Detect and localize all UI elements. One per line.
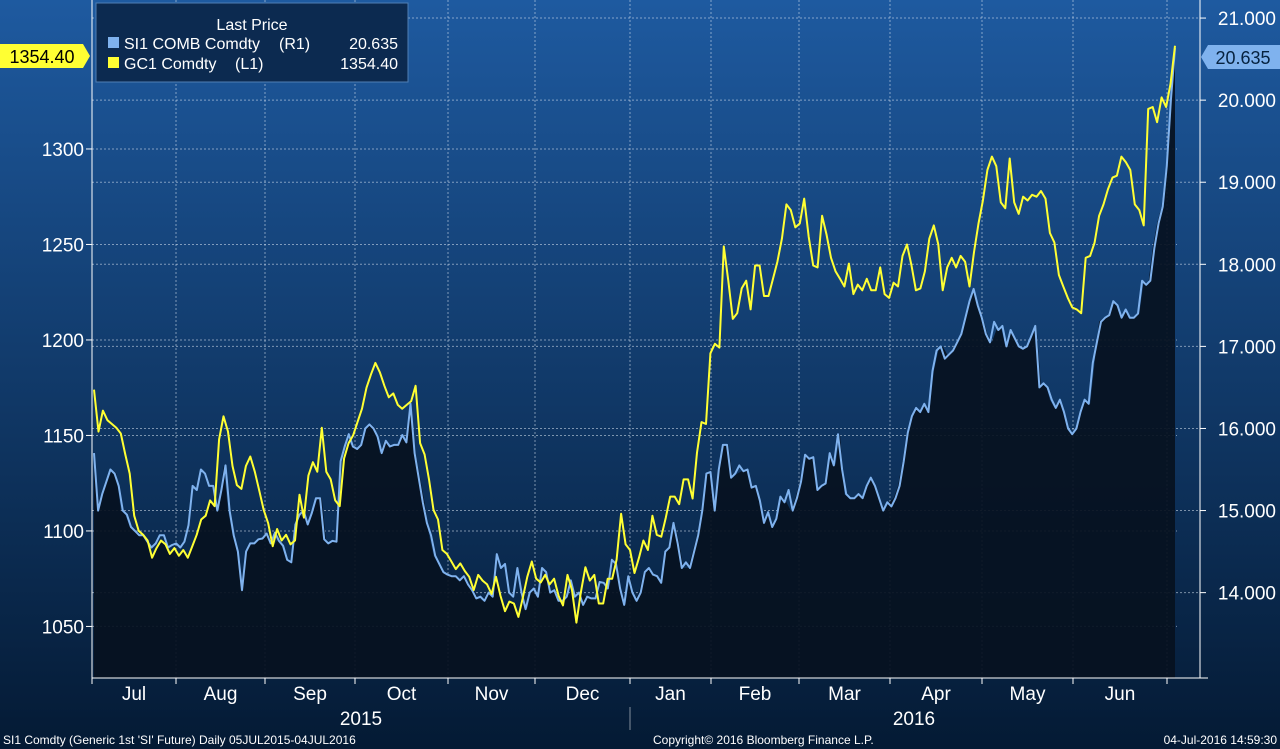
left-tick-label: 1150: [43, 426, 84, 447]
right-tick-label: 14.000: [1218, 584, 1276, 605]
right-tick-label: 15.000: [1218, 502, 1276, 523]
month-label: Nov: [475, 684, 509, 705]
month-label: Oct: [387, 684, 417, 705]
month-label: Sep: [293, 684, 327, 705]
series-lines: [93, 45, 1176, 624]
footer-copyright: Copyright© 2016 Bloomberg Finance L.P.: [653, 733, 874, 747]
area-under-series: [94, 48, 1175, 678]
legend-box: [95, 2, 409, 83]
legend-swatch-silver: [108, 37, 119, 48]
legend-silver-axis: (R1): [279, 36, 310, 53]
legend-gold-value: 1354.40: [340, 56, 398, 73]
year-label: 2015: [340, 709, 382, 730]
left-flag-text: 1354.40: [9, 47, 74, 67]
left-tick-label: 1100: [43, 522, 84, 543]
left-tick-label: 1050: [42, 617, 84, 638]
month-label: May: [1010, 684, 1046, 705]
month-label: Jun: [1105, 684, 1136, 705]
right-tick-label: 17.000: [1218, 337, 1276, 358]
year-label: 2016: [893, 709, 935, 730]
month-label: Jan: [655, 684, 686, 705]
month-label: Dec: [566, 684, 600, 705]
right-last-value-flag: 20.635: [1201, 45, 1280, 69]
month-label: Aug: [204, 684, 238, 705]
right-tick-label: 19.000: [1218, 173, 1276, 194]
right-flag-text: 20.635: [1215, 48, 1270, 68]
legend: Last Price SI1 COMB Comdty (R1) 20.635 G…: [95, 2, 409, 83]
right-tick-label: 20.000: [1218, 91, 1276, 112]
month-label: Jul: [122, 684, 146, 705]
series-line-silver: [93, 47, 1176, 611]
left-tick-label: 1300: [42, 140, 84, 161]
area-fill: [94, 48, 1175, 678]
month-label: Mar: [828, 684, 861, 705]
left-last-value-flag: 1354.40: [0, 44, 90, 68]
series-line-gold: [93, 45, 1176, 624]
footer-source: SI1 Comdty (Generic 1st 'SI' Future) Dai…: [3, 733, 356, 747]
axes: 1050 1100 1150 1200 1250 1300 14.000 15.000 16.0…: [42, 0, 1276, 730]
legend-silver-value: 20.635: [349, 36, 398, 53]
right-tick-label: 18.000: [1218, 255, 1276, 276]
left-tick-label: 1200: [42, 331, 84, 352]
month-label: Feb: [739, 684, 772, 705]
left-tick-label: 1250: [42, 235, 84, 256]
legend-silver-name: SI1 COMB Comdty: [124, 36, 260, 53]
right-tick-label: 16.000: [1218, 419, 1276, 440]
footer-timestamp: 04-Jul-2016 14:59:30: [1164, 733, 1278, 747]
legend-gold-name: GC1 Comdty: [124, 56, 216, 73]
right-tick-label: 21.000: [1218, 9, 1276, 30]
legend-gold-axis: (L1): [235, 56, 263, 73]
legend-swatch-gold: [108, 57, 119, 68]
month-label: Apr: [921, 684, 951, 705]
legend-title: Last Price: [216, 17, 287, 34]
